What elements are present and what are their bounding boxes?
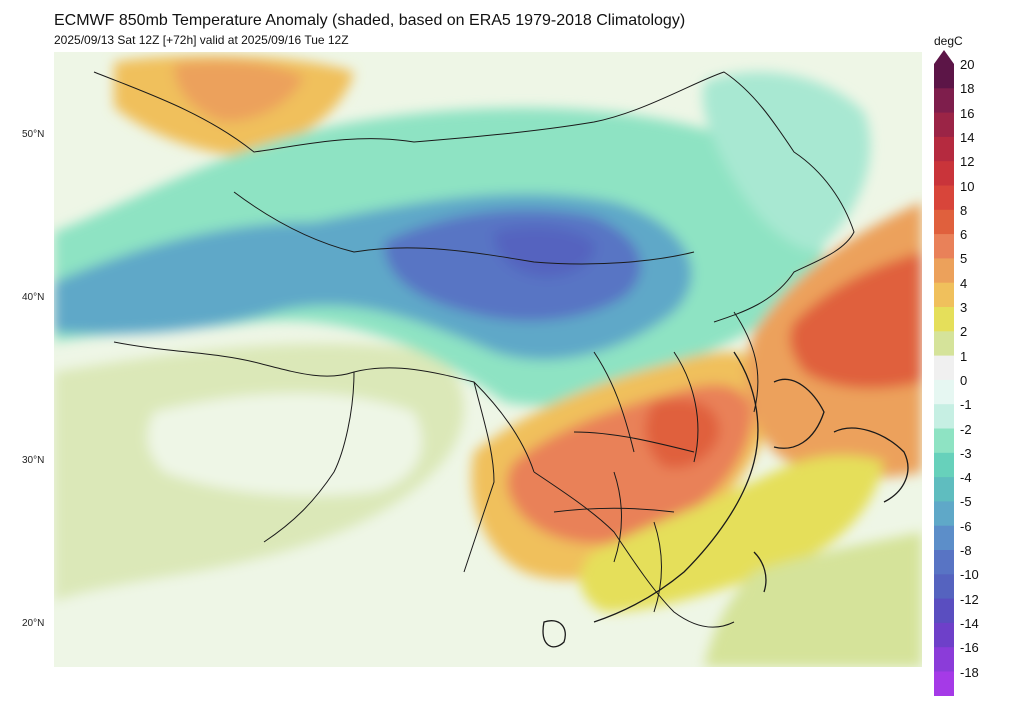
colorbar-segment (934, 647, 954, 673)
colorbar-segment (934, 622, 954, 648)
colorbar-segment (934, 501, 954, 527)
colorbar-svg (934, 50, 954, 697)
colorbar-label: 8 (960, 202, 968, 218)
lat-label-20n: 20°N (22, 618, 45, 629)
coastlines (542, 351, 909, 648)
colorbar-label: -6 (960, 518, 972, 534)
colorbar-label: -18 (960, 664, 979, 680)
country-borders (93, 71, 855, 628)
colorbar-segment (934, 671, 954, 697)
colorbar-segment (934, 258, 954, 284)
colorbar-segment (934, 112, 954, 138)
colorbar-label: 12 (960, 154, 975, 170)
colorbar-segment (934, 525, 954, 551)
colorbar-segment (934, 452, 954, 478)
cool-northeast-region (702, 72, 871, 252)
lat-label-40n: 40°N (22, 292, 45, 303)
colorbar-segment (934, 234, 954, 259)
colorbar-top-arrow (934, 50, 954, 64)
colorbar-label: -14 (960, 615, 979, 631)
colorbar-segment (934, 307, 954, 332)
lat-label-50n: 50°N (22, 129, 45, 140)
colorbar-label: 14 (960, 129, 975, 145)
warm-central-hot (645, 398, 720, 469)
colorbar-label: 16 (960, 105, 975, 121)
colorbar-label: -12 (960, 591, 979, 607)
colorbar-label: 20 (960, 57, 975, 72)
colorbar-label: 18 (960, 81, 975, 97)
colorbar-label: -3 (960, 445, 972, 461)
colorbar-segment (934, 550, 954, 575)
colorbar-segment (934, 331, 954, 357)
colorbar-label: -8 (960, 543, 972, 558)
colorbar-label: 1 (960, 348, 968, 364)
colorbar-label: 4 (960, 275, 968, 291)
colorbar-segment (934, 64, 954, 89)
colorbar-label: -2 (960, 421, 972, 437)
warm-southeast-band (580, 455, 884, 612)
colorbar-label: -4 (960, 470, 972, 486)
colorbar-segment (934, 428, 954, 454)
colorbar-segment (934, 185, 954, 211)
colorbar-label: 3 (960, 300, 968, 315)
colorbar-segment (934, 404, 954, 430)
map-title: ECMWF 850mb Temperature Anomaly (shaded,… (54, 12, 686, 29)
colorbar-segment (934, 282, 954, 308)
neutral-south-region (147, 393, 422, 496)
neutral-east-sea (704, 532, 922, 667)
colorbar-label: 5 (960, 251, 968, 267)
colorbar-segment (934, 477, 954, 502)
colorbar-segment (934, 574, 954, 600)
colorbar-segment (934, 136, 954, 162)
colorbar-label: -5 (960, 494, 972, 510)
colorbar-label: -10 (960, 567, 979, 583)
colorbar-label: 10 (960, 178, 975, 194)
lat-label-30n: 30°N (22, 455, 45, 466)
colorbar-label: 2 (960, 324, 968, 340)
colorbar-segment (934, 161, 954, 187)
colorbar-segment (934, 88, 954, 114)
colorbar-unit: degC (934, 34, 963, 48)
warm-far-north-core (174, 60, 304, 122)
colorbar-segment (934, 355, 954, 381)
colorbar-label: -16 (960, 640, 979, 656)
colorbar-label: 0 (960, 372, 968, 388)
colorbar-label: -1 (960, 397, 972, 413)
colorbar-segment (934, 209, 954, 235)
anomaly-map (54, 52, 922, 667)
cold-core-center (494, 226, 595, 277)
colorbar (934, 50, 954, 697)
map-subtitle: 2025/09/13 Sat 12Z [+72h] valid at 2025/… (54, 33, 349, 47)
warm-korea-core (789, 252, 922, 389)
colorbar-label: 6 (960, 227, 968, 243)
colorbar-segment (934, 379, 954, 405)
colorbar-segment (934, 598, 954, 624)
